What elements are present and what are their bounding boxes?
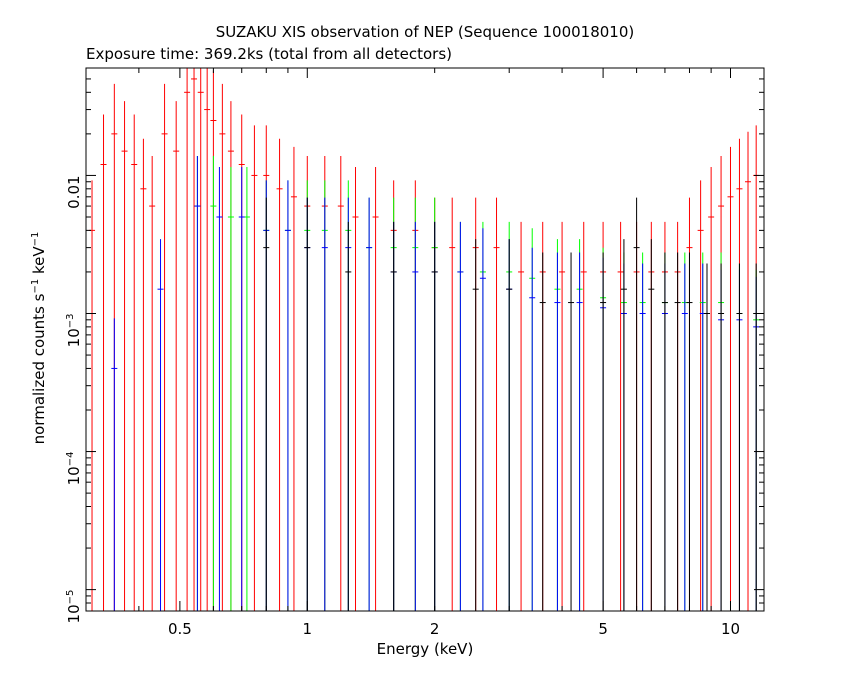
x-tick-label: 10 bbox=[721, 620, 740, 638]
y-axis-label-sup1: −1 bbox=[30, 279, 41, 294]
y-tick-exp: −3 bbox=[65, 313, 76, 328]
y-tick-label: 0.01 bbox=[65, 175, 83, 208]
y-tick-label: 10−4 bbox=[65, 452, 83, 486]
y-tick-base: 10 bbox=[65, 328, 83, 347]
plot-frame bbox=[85, 67, 765, 612]
y-tick-base: 10 bbox=[65, 466, 83, 485]
y-tick-base: 10 bbox=[65, 604, 83, 623]
y-tick-label: 10−3 bbox=[65, 313, 83, 347]
x-tick-label: 0.5 bbox=[168, 620, 192, 638]
x-tick-label: 1 bbox=[303, 620, 313, 638]
y-axis-label: normalized counts s−1 keV−1 bbox=[30, 232, 48, 445]
x-tick-label: 2 bbox=[430, 620, 440, 638]
y-tick-exp: −4 bbox=[65, 452, 76, 467]
y-tick-exp: −5 bbox=[65, 590, 76, 605]
y-axis-label-sup2: −1 bbox=[30, 232, 41, 247]
plot-area bbox=[89, 68, 760, 611]
x-axis-label: Energy (keV) bbox=[377, 640, 474, 658]
series-2 bbox=[111, 156, 760, 611]
series-0 bbox=[89, 68, 760, 611]
x-tick-label: 5 bbox=[598, 620, 608, 638]
y-axis-label-prefix: normalized counts s bbox=[30, 293, 48, 444]
chart-subtitle: Exposure time: 369.2ks (total from all d… bbox=[86, 45, 452, 63]
chart-title: SUZAKU XIS observation of NEP (Sequence … bbox=[216, 23, 635, 41]
y-tick-label: 10−5 bbox=[65, 590, 83, 624]
y-tick-base: 0.01 bbox=[65, 175, 83, 208]
y-axis-label-middle: keV bbox=[30, 246, 48, 279]
